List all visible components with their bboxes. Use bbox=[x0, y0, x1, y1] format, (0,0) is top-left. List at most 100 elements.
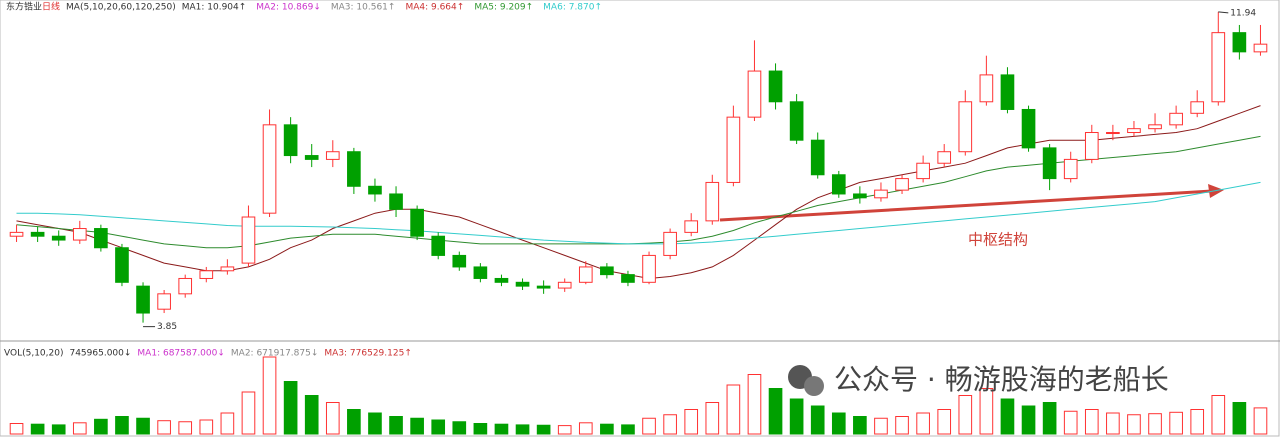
icon-bubble bbox=[804, 376, 824, 396]
candle-body bbox=[389, 193, 403, 210]
volume-bar bbox=[895, 416, 909, 435]
candle-body bbox=[621, 274, 635, 283]
ma-label: MA5: 9.209↑ bbox=[474, 3, 533, 13]
volume-bar bbox=[1042, 402, 1057, 435]
arrow-line bbox=[719, 189, 1213, 222]
candle-body bbox=[1106, 132, 1120, 135]
candle-body bbox=[937, 151, 952, 164]
candle-body bbox=[916, 162, 930, 180]
volume-bar bbox=[115, 416, 129, 435]
volume-bar bbox=[515, 424, 530, 435]
candle-body bbox=[1169, 112, 1183, 126]
low-label: 3.85 bbox=[157, 322, 177, 332]
volume-bar bbox=[220, 412, 235, 435]
candle-body bbox=[1000, 74, 1015, 110]
candle-body bbox=[494, 277, 509, 283]
volume-bar bbox=[642, 417, 656, 435]
candle-body bbox=[9, 231, 24, 237]
high-label: 11.94 bbox=[1230, 8, 1256, 18]
volume-bar bbox=[874, 417, 888, 435]
candle-body bbox=[979, 74, 994, 103]
volume-bar bbox=[979, 388, 994, 435]
volume-bar bbox=[325, 402, 340, 435]
volume-bar bbox=[1190, 409, 1205, 435]
candle-body bbox=[853, 193, 867, 199]
period: 日线 bbox=[42, 1, 60, 13]
candle-body bbox=[452, 254, 467, 268]
volume-label: MA2: 671917.875↓ bbox=[231, 349, 318, 359]
volume-bar bbox=[916, 412, 930, 435]
volume-label: 745965.000↓ bbox=[69, 349, 131, 359]
candle-body bbox=[1021, 108, 1036, 149]
volume-bar bbox=[452, 421, 467, 435]
volume-bar bbox=[1127, 414, 1141, 435]
stock-name: 东方锆业 bbox=[6, 1, 42, 13]
watermark: 公众号 · 畅游股海的老船长 bbox=[834, 363, 1169, 396]
candle-body bbox=[347, 151, 361, 187]
volume-bar bbox=[747, 374, 762, 435]
candle-body bbox=[1148, 124, 1162, 130]
volume-bar bbox=[9, 423, 24, 435]
candle-body bbox=[1127, 128, 1141, 134]
volume-bar bbox=[768, 388, 783, 435]
candle-body bbox=[199, 270, 214, 279]
candle-body bbox=[1253, 43, 1268, 53]
volume-bar bbox=[1253, 407, 1268, 435]
candle-body bbox=[1211, 32, 1226, 103]
volume-bar bbox=[1063, 410, 1078, 435]
candle-body bbox=[895, 178, 909, 191]
candle-body bbox=[831, 174, 846, 195]
candle-body bbox=[157, 293, 171, 310]
candle-body bbox=[136, 285, 150, 314]
wechat-icon bbox=[788, 365, 824, 396]
volume-bar bbox=[663, 414, 677, 435]
candle-body bbox=[515, 281, 530, 287]
volume-bar bbox=[621, 424, 635, 435]
candle-body bbox=[241, 216, 256, 264]
candle-body bbox=[1042, 147, 1057, 180]
volume-bar bbox=[600, 423, 614, 435]
ma-label: MA2: 10.869↓ bbox=[256, 3, 321, 13]
candle-body bbox=[810, 139, 825, 176]
volume-bar bbox=[431, 419, 446, 435]
pointer bbox=[1218, 11, 1229, 14]
candle-body bbox=[1190, 101, 1205, 114]
candle-body bbox=[1084, 132, 1099, 160]
volume-bar bbox=[1232, 402, 1247, 435]
volume-bar bbox=[368, 412, 382, 435]
volume-bar bbox=[1211, 395, 1226, 435]
indicator-name: MA(5,10,20,60,120,250) bbox=[66, 3, 176, 13]
volume-bar bbox=[831, 412, 846, 435]
volume-bar bbox=[473, 423, 488, 435]
candle-body bbox=[220, 266, 235, 272]
volume-bar bbox=[178, 421, 193, 435]
volume-bar bbox=[241, 391, 256, 435]
volume-bar bbox=[578, 422, 593, 435]
candle-body bbox=[747, 70, 762, 118]
volume-bar bbox=[1084, 409, 1099, 435]
candle-body bbox=[51, 235, 66, 241]
volume-bar bbox=[726, 384, 741, 435]
volume-bar bbox=[1000, 398, 1015, 435]
candle-body bbox=[874, 189, 888, 199]
volume-bar bbox=[557, 425, 572, 435]
candle-body bbox=[410, 208, 424, 237]
volume-indicator: VOL(5,10,20) bbox=[4, 349, 63, 359]
volume-bar bbox=[1021, 405, 1036, 435]
candle-body bbox=[536, 285, 551, 289]
volume-bar bbox=[1169, 411, 1183, 435]
ma-line bbox=[16, 181, 1261, 245]
volume-bar bbox=[536, 424, 551, 435]
volume-bar bbox=[157, 420, 171, 435]
candle-body bbox=[94, 228, 108, 249]
candle-body bbox=[115, 247, 129, 283]
candle-body bbox=[473, 266, 488, 279]
volume-bar bbox=[30, 423, 45, 435]
ma-label: MA3: 10.561↑ bbox=[331, 3, 396, 13]
volume-bar bbox=[684, 409, 699, 435]
volume-bar bbox=[705, 402, 720, 435]
candle-body bbox=[789, 101, 804, 141]
